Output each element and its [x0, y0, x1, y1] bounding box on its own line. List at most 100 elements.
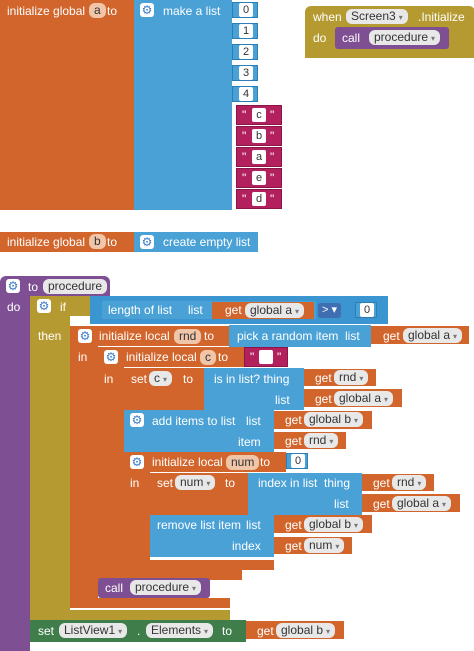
global-b-dropdown[interactable]: global b ▾: [276, 623, 336, 638]
num-block-3[interactable]: 3: [232, 65, 258, 81]
set-num-dropdown[interactable]: num ▾: [175, 475, 216, 490]
text-block-b[interactable]: " b ": [236, 126, 282, 146]
num-dropdown[interactable]: num ▾: [304, 538, 345, 553]
get-label: get: [285, 434, 302, 448]
c-to-label: to: [218, 350, 229, 364]
if-footer: [30, 610, 230, 620]
add-items-item-label: item: [238, 435, 261, 449]
var-a-pill[interactable]: a: [89, 3, 106, 18]
index-in-list-block[interactable]: [248, 473, 362, 515]
gear-icon[interactable]: ⚙: [37, 299, 51, 313]
make-list-block[interactable]: [134, 0, 232, 210]
index-in-list-list-label: list: [334, 497, 349, 511]
then-label: then: [38, 329, 62, 343]
init-local-rnd-rail: [70, 346, 98, 600]
init-local-c-rail: [98, 367, 124, 577]
num-block-init-zero[interactable]: 0: [286, 453, 308, 469]
text-block-e[interactable]: " e ": [236, 168, 282, 188]
in-label-3: in: [130, 476, 140, 490]
procedure-dropdown[interactable]: procedure ▾: [130, 580, 202, 595]
get-label: get: [285, 539, 302, 553]
num-to-label: to: [260, 455, 271, 469]
length-list-label: list: [188, 303, 203, 317]
gear-icon[interactable]: ⚙: [6, 279, 20, 293]
rnd-dropdown[interactable]: rnd ▾: [392, 475, 427, 490]
listview-dropdown[interactable]: ListView1 ▾: [59, 623, 128, 638]
num-block-4[interactable]: 4: [232, 86, 258, 102]
num-block-1[interactable]: 1: [232, 23, 258, 39]
gear-icon[interactable]: ⚙: [140, 235, 154, 249]
get-label: get: [285, 413, 302, 427]
rnd-dropdown[interactable]: rnd ▾: [334, 370, 369, 385]
gear-icon[interactable]: ⚙: [130, 455, 144, 469]
set-label: set: [131, 372, 148, 386]
index-in-list-thing-label: thing: [324, 476, 351, 490]
init-local-num-label: initialize local: [152, 455, 223, 469]
component-dropdown[interactable]: Screen3 ▾: [346, 9, 408, 24]
index-in-list-label: index in list: [258, 476, 318, 490]
get-label: get: [315, 371, 332, 385]
global-a-dropdown[interactable]: global a ▾: [403, 328, 463, 343]
empty-text-block[interactable]: " ": [244, 347, 288, 367]
add-items-block[interactable]: [124, 410, 274, 452]
if-label: if: [60, 300, 66, 314]
init-global-a-block[interactable]: [0, 0, 134, 210]
global-a-dropdown[interactable]: global a ▾: [245, 303, 305, 318]
set-label: set: [38, 624, 55, 638]
var-b-pill[interactable]: b: [89, 234, 106, 249]
set-num-to-label: to: [225, 476, 236, 490]
num-block-zero[interactable]: 0: [355, 302, 377, 318]
text-block-a[interactable]: " a ": [236, 147, 282, 167]
remove-index-label: index: [232, 539, 261, 553]
proc-do-label: do: [7, 300, 21, 314]
init-global-a-label: initialize global: [7, 4, 86, 18]
set-c-dropdown[interactable]: c ▾: [149, 371, 173, 386]
dot-label: .: [137, 624, 141, 638]
num-block-2[interactable]: 2: [232, 44, 258, 60]
procedure-body-rail: [0, 298, 30, 651]
init-local-c-label: initialize local: [126, 350, 197, 364]
set-label: set: [157, 476, 174, 490]
global-b-dropdown[interactable]: global b ▾: [304, 412, 364, 427]
var-rnd-pill[interactable]: rnd: [174, 329, 202, 344]
event-do-label: do: [313, 31, 327, 45]
text-block-d[interactable]: " d ": [236, 189, 282, 209]
is-in-list-block[interactable]: [204, 368, 304, 410]
get-label: get: [257, 624, 274, 638]
gear-icon[interactable]: ⚙: [130, 413, 144, 427]
text-block-c[interactable]: " c ": [236, 105, 282, 125]
in-label-1: in: [78, 350, 88, 364]
global-b-dropdown[interactable]: global b ▾: [304, 517, 364, 532]
var-c-pill[interactable]: c: [200, 350, 216, 365]
gear-icon[interactable]: ⚙: [140, 3, 154, 17]
pick-random-item-block[interactable]: [229, 325, 371, 347]
create-empty-list-block[interactable]: [134, 232, 258, 252]
pick-random-item-label: pick a random item: [237, 329, 339, 343]
get-label: get: [383, 329, 400, 343]
property-dropdown[interactable]: Elements ▾: [146, 623, 214, 638]
get-label: get: [285, 518, 302, 532]
is-in-list-label: is in list? thing: [214, 372, 290, 386]
remove-list-item-block[interactable]: [150, 515, 274, 557]
remove-list-item-label: remove list item: [157, 518, 242, 532]
gear-icon[interactable]: ⚙: [78, 329, 92, 343]
init-local-c-block[interactable]: [98, 347, 256, 367]
global-a-dropdown[interactable]: global a ▾: [334, 391, 394, 406]
procedure-dropdown[interactable]: procedure ▾: [369, 30, 441, 45]
num-block-0[interactable]: 0: [232, 2, 258, 18]
empty-text-box[interactable]: [259, 350, 273, 364]
get-label: get: [373, 497, 390, 511]
rnd-dropdown[interactable]: rnd ▾: [304, 433, 339, 448]
add-items-label: add items to list: [152, 414, 236, 428]
gear-icon[interactable]: ⚙: [104, 350, 118, 364]
procedure-name-field[interactable]: procedure: [43, 279, 108, 294]
get-label: get: [225, 303, 242, 317]
init-local-c-footer: [98, 570, 242, 580]
init-local-rnd-label: initialize local: [99, 329, 170, 343]
compare-operator-dropdown[interactable]: > ▾: [318, 303, 342, 318]
var-num-pill[interactable]: num: [226, 455, 260, 470]
init-local-rnd-footer: [70, 598, 230, 608]
create-empty-list-label: create empty list: [163, 235, 251, 249]
global-a-dropdown[interactable]: global a ▾: [392, 496, 452, 511]
make-list-label: make a list: [163, 4, 221, 18]
